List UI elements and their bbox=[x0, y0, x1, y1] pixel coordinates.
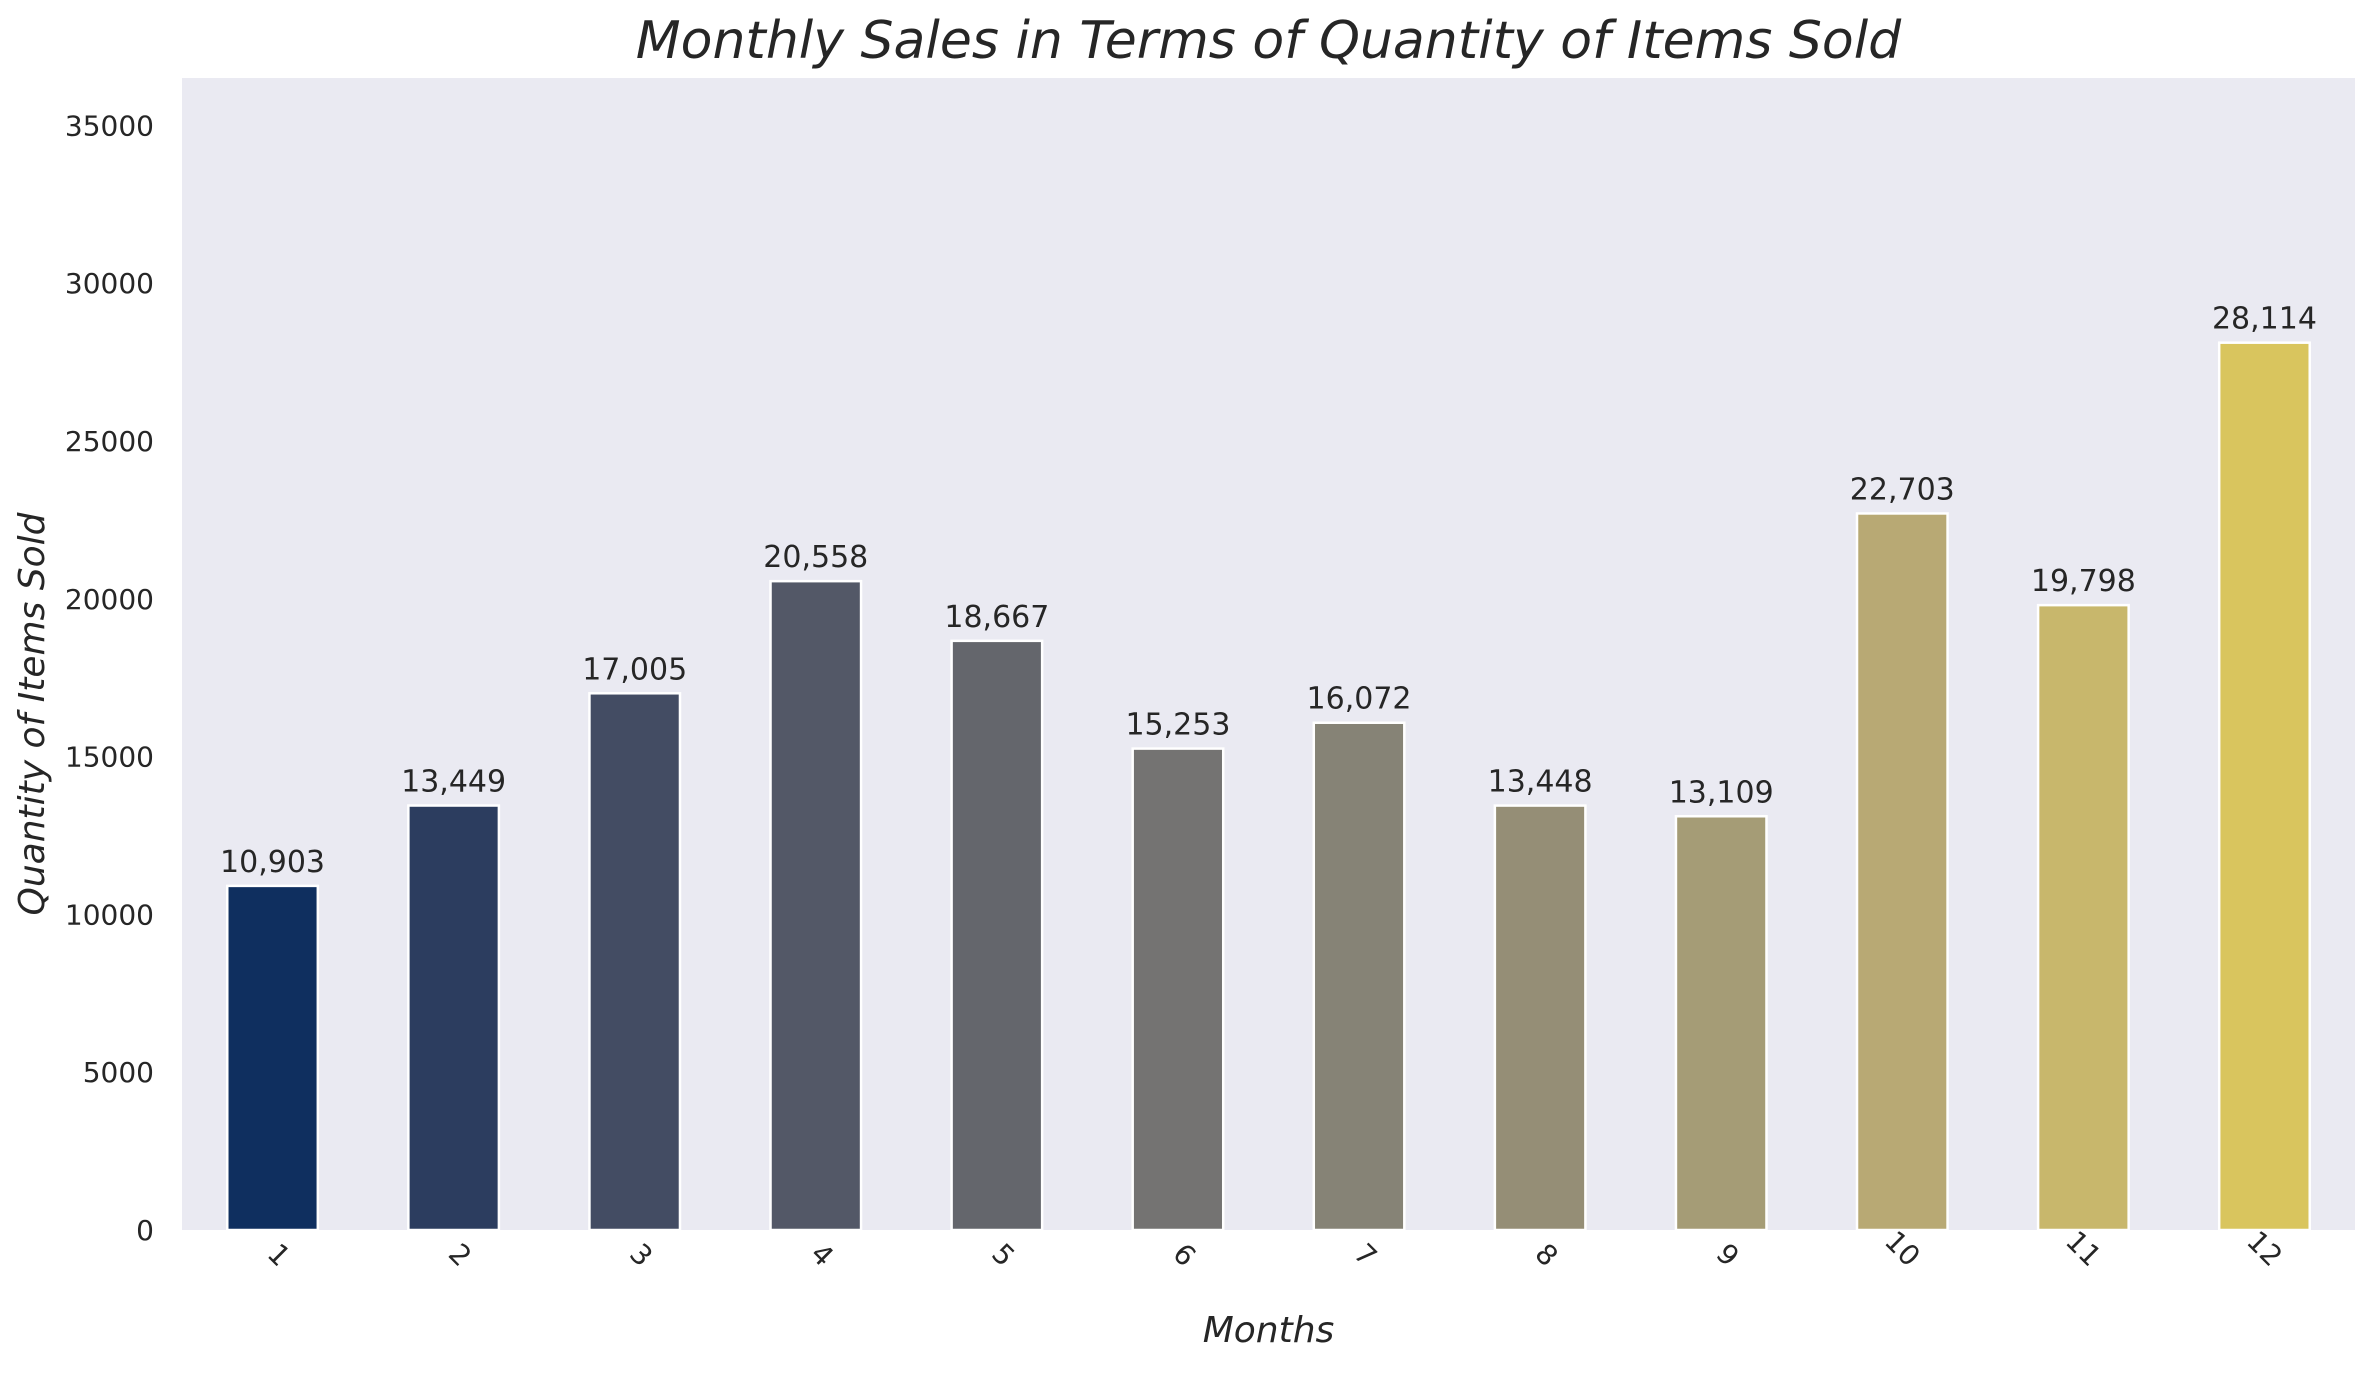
plot-background bbox=[182, 78, 2355, 1230]
bar-month-12 bbox=[2217, 341, 2311, 1232]
bar-month-11 bbox=[2036, 603, 2130, 1232]
x-tick-label: 10 bbox=[1878, 1224, 1927, 1273]
x-tick-label: 2 bbox=[442, 1237, 478, 1273]
bar-month-3 bbox=[588, 692, 682, 1232]
bar-month-4 bbox=[769, 579, 863, 1232]
bar-month-2 bbox=[407, 804, 501, 1232]
x-tick-label: 7 bbox=[1347, 1237, 1383, 1273]
x-axis-ticks: 1 2 3 4 5 6 7 8 9 10 11 12 bbox=[261, 1224, 2289, 1273]
data-label-month-10: 22,703 bbox=[1850, 472, 1955, 507]
x-tick-label: 8 bbox=[1529, 1237, 1565, 1273]
x-tick-label: 5 bbox=[985, 1237, 1021, 1273]
y-tick-label: 20000 bbox=[65, 583, 154, 616]
data-label-month-6: 15,253 bbox=[1125, 708, 1230, 743]
data-label-month-2: 13,449 bbox=[401, 765, 506, 800]
x-tick-label: 6 bbox=[1166, 1237, 1202, 1273]
bar-month-8 bbox=[1493, 804, 1587, 1232]
data-label-month-9: 13,109 bbox=[1669, 775, 1774, 810]
y-axis-ticks: 0 5000 10000 15000 20000 25000 30000 35000 bbox=[65, 109, 154, 1247]
bar-month-9 bbox=[1674, 815, 1768, 1232]
data-label-month-11: 19,798 bbox=[2031, 564, 2136, 599]
data-labels-layer: 10,903 13,449 17,005 20,558 18,667 15,253 16,0… bbox=[220, 302, 2317, 880]
data-label-month-7: 16,072 bbox=[1307, 682, 1412, 717]
x-tick-label: 4 bbox=[804, 1237, 840, 1273]
x-tick-label: 3 bbox=[623, 1237, 659, 1273]
bar-month-1 bbox=[226, 884, 320, 1232]
data-label-month-8: 13,448 bbox=[1488, 765, 1593, 800]
x-axis-label: Months bbox=[1203, 1310, 1335, 1351]
y-tick-label: 0 bbox=[136, 1214, 154, 1247]
y-tick-label: 15000 bbox=[65, 741, 154, 774]
y-tick-label: 5000 bbox=[83, 1056, 154, 1089]
bars-layer bbox=[226, 341, 2311, 1232]
data-label-month-4: 20,558 bbox=[763, 540, 868, 575]
x-tick-label: 12 bbox=[2240, 1224, 2289, 1273]
data-label-month-12: 28,114 bbox=[2212, 302, 2317, 337]
chart-title: Monthly Sales in Terms of Quantity of It… bbox=[636, 11, 1902, 71]
bar-month-6 bbox=[1131, 747, 1225, 1232]
bar-month-5 bbox=[950, 639, 1044, 1232]
bar-month-7 bbox=[1312, 721, 1406, 1232]
bar-month-10 bbox=[1855, 512, 1949, 1232]
x-tick-label: 1 bbox=[261, 1237, 297, 1273]
y-axis-label: Quantity of Items Sold bbox=[12, 511, 53, 915]
data-label-month-5: 18,667 bbox=[944, 600, 1049, 635]
y-tick-label: 30000 bbox=[65, 267, 154, 300]
data-label-month-3: 17,005 bbox=[582, 652, 687, 687]
y-tick-label: 35000 bbox=[65, 109, 154, 142]
y-tick-label: 25000 bbox=[65, 425, 154, 458]
x-tick-label: 11 bbox=[2059, 1224, 2108, 1273]
data-label-month-1: 10,903 bbox=[220, 845, 325, 880]
y-tick-label: 10000 bbox=[65, 898, 154, 931]
x-tick-label: 9 bbox=[1710, 1237, 1746, 1273]
